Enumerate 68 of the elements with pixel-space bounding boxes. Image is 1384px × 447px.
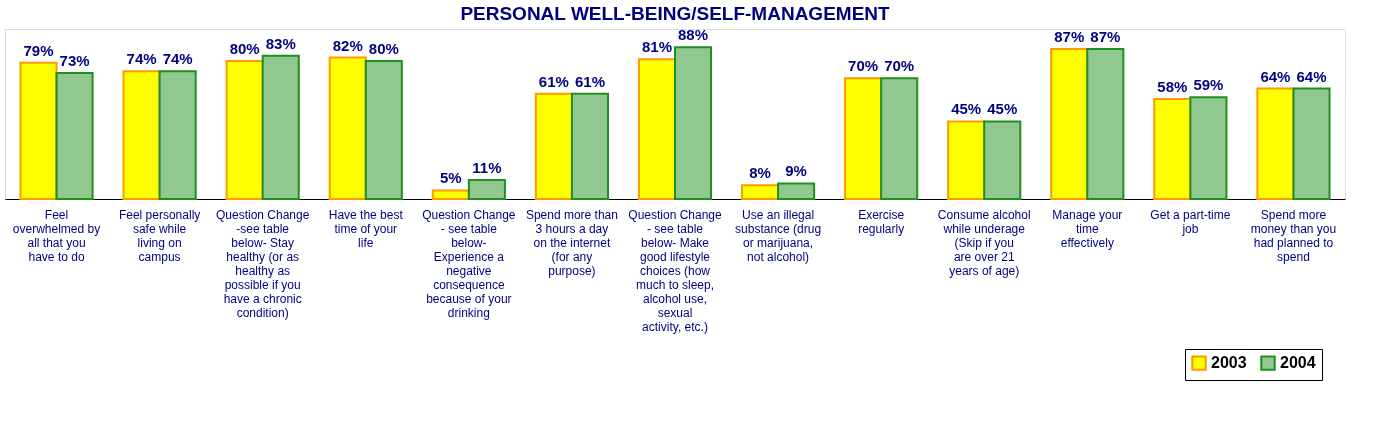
x-tick-label: Spend more than 3 hours a day on the internet (for any purpose) <box>525 207 618 278</box>
data-label: 11% <box>472 159 502 177</box>
data-label: 79% <box>23 41 54 59</box>
bar <box>1256 87 1295 200</box>
data-label: 82% <box>332 36 363 54</box>
bar <box>1086 47 1125 200</box>
data-label: 74% <box>126 50 157 68</box>
data-label: 70% <box>884 57 915 75</box>
bar <box>55 72 94 200</box>
data-label: 8% <box>749 164 771 182</box>
x-tick-label: Manage your time effectively <box>1052 207 1123 250</box>
bar <box>158 70 197 200</box>
data-label: 87% <box>1090 27 1121 45</box>
bar <box>637 58 676 200</box>
x-tick-label: Use an illegal substance (drug or marijuana, not alcohol) <box>735 207 822 264</box>
bar <box>261 54 300 200</box>
bar <box>947 120 986 200</box>
data-label: 87% <box>1054 27 1085 45</box>
x-tick-label: Spend more money than you had planned to spend <box>1250 207 1337 264</box>
bar <box>1189 96 1228 200</box>
data-label: 80% <box>368 40 399 58</box>
bar <box>570 92 609 200</box>
x-tick-label: Feel personally safe while living on campus <box>118 207 201 264</box>
data-label: 45% <box>987 100 1018 118</box>
bar <box>880 77 919 200</box>
data-label: 80% <box>229 40 260 58</box>
bar <box>225 60 264 200</box>
data-label: 74% <box>162 50 193 68</box>
data-label: 88% <box>678 26 709 44</box>
bar <box>777 182 816 200</box>
x-tick-label: Feel overwhelmed by all that you have to do <box>12 207 101 264</box>
data-label: 45% <box>951 100 982 118</box>
x-tick-label: Get a part-time job <box>1150 207 1231 236</box>
x-tick-label: Question Change -see table below- Stay healthy (or as healthy as possible if you have a chronic condition) <box>215 207 310 320</box>
data-label: 83% <box>265 34 296 52</box>
bar <box>467 179 506 200</box>
bar <box>364 60 403 200</box>
bar <box>741 184 780 200</box>
category-label: Question Change - see table below- Make good lifestyle choices (how much to sleep, alcohol use, sexual activity, etc.) <box>628 207 722 334</box>
bar <box>431 189 470 200</box>
x-tick-label: Consume alcohol while underage (Skip if you are over 21 years of age) <box>937 207 1031 278</box>
bar <box>534 92 573 200</box>
data-label: 73% <box>59 52 90 70</box>
data-label: 5% <box>439 169 462 187</box>
bar <box>328 56 367 200</box>
bar <box>844 77 883 200</box>
x-tick-label: Have the best time of your life <box>328 207 404 250</box>
bar <box>1292 87 1331 200</box>
data-label: 59% <box>1193 76 1224 94</box>
bar <box>674 46 713 200</box>
bar <box>1050 47 1089 200</box>
data-label: 64% <box>1260 67 1291 85</box>
data-label: 64% <box>1296 67 1327 85</box>
x-tick-label: Exercise regularly <box>858 207 905 236</box>
data-label: 81% <box>641 38 672 56</box>
chart-title: PERSONAL WELL-BEING/SELF-MANAGEMENT <box>460 3 891 25</box>
data-label: 58% <box>1157 77 1188 95</box>
data-label: 61% <box>574 72 605 90</box>
legend-label: 2004 <box>1280 354 1316 372</box>
data-label: 70% <box>848 57 879 75</box>
data-label: 9% <box>785 162 807 180</box>
bar <box>1153 97 1192 200</box>
bar <box>19 61 58 200</box>
legend-label: 2003 <box>1211 354 1247 372</box>
x-tick-label: Question Change - see table below- Experience a negative consequence because of your drinking <box>422 207 516 320</box>
data-label: 61% <box>538 72 569 90</box>
bar <box>122 70 161 200</box>
bar <box>983 120 1022 200</box>
